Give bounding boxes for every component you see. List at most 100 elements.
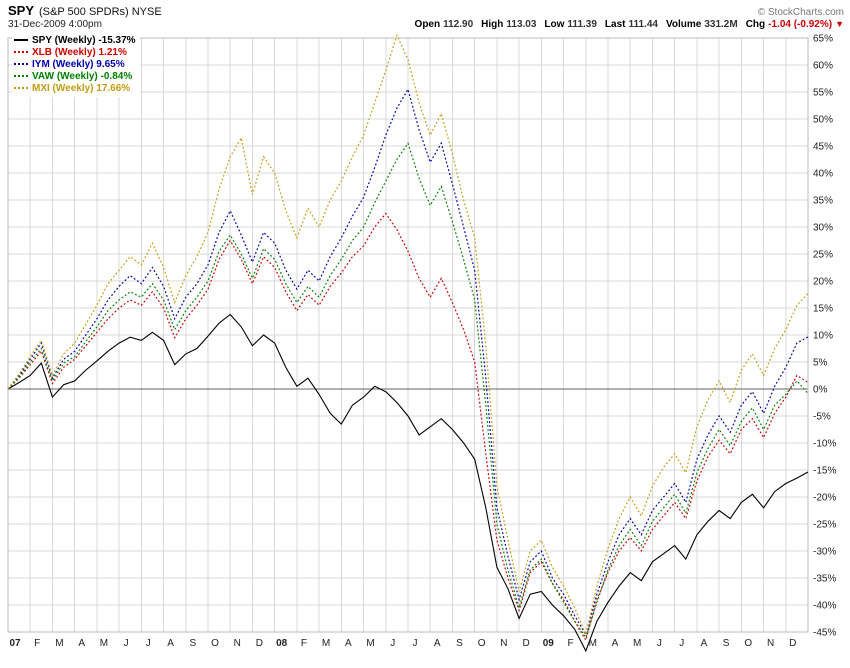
x-axis-label: D (522, 638, 529, 649)
series-line-vaw (7, 141, 809, 639)
legend-item-vaw: VAW (Weekly) -0.84% (14, 71, 136, 83)
quote-label: Low (544, 19, 565, 30)
quote-value: 113.03 (506, 19, 537, 30)
legend-line-sample-icon (14, 39, 28, 42)
x-axis-label: D (789, 638, 796, 649)
y-axis-label: -25% (813, 520, 836, 531)
y-axis-label: 55% (813, 88, 833, 99)
datetime: 31-Dec-2009 4:00pm (8, 19, 102, 30)
legend-label: IYM (Weekly) 9.65% (32, 59, 125, 70)
y-axis-label: -15% (813, 466, 836, 477)
y-axis-label: -40% (813, 601, 836, 612)
x-axis-label: S (189, 638, 196, 649)
chart-header: SPY (S&P 500 SPDRs) NYSE © StockCharts.c… (0, 0, 850, 30)
x-axis-label: S (723, 638, 730, 649)
y-axis-label: -30% (813, 547, 836, 558)
x-axis-label: J (413, 638, 418, 649)
y-axis-label: -45% (813, 628, 836, 639)
quote-label: Volume (665, 19, 702, 30)
quote-label: Chg (745, 19, 766, 30)
quote-value: 112.90 (443, 19, 474, 30)
y-axis-label: 30% (813, 223, 833, 234)
legend-line-sample-icon (14, 63, 28, 66)
x-axis-label: A (167, 638, 174, 649)
y-axis-label: -5% (813, 412, 831, 423)
y-axis-label: 65% (813, 34, 833, 45)
x-axis-label: A (612, 638, 619, 649)
x-axis-label: J (679, 638, 684, 649)
quote-label: Last (604, 19, 626, 30)
y-axis-label: -10% (813, 439, 836, 450)
copyright: © StockCharts.com (757, 7, 844, 18)
x-axis-label: J (124, 638, 129, 649)
series-line-xlb (7, 212, 809, 642)
title-row: SPY (S&P 500 SPDRs) NYSE © StockCharts.c… (0, 0, 850, 18)
x-axis-label: A (434, 638, 441, 649)
legend-item-iym: IYM (Weekly) 9.65% (14, 59, 136, 71)
legend-item-spy: SPY (Weekly) -15.37% (14, 35, 136, 47)
x-axis-label: J (390, 638, 395, 649)
x-axis-label: M (55, 638, 63, 649)
y-axis-label: 40% (813, 169, 833, 180)
x-axis-label: O (744, 638, 752, 649)
symbol-name: (S&P 500 SPDRs) NYSE (39, 6, 162, 18)
legend-item-mxi: MXI (Weekly) 17.66% (14, 83, 136, 95)
y-axis-label: 20% (813, 277, 833, 288)
series-line-mxi (7, 33, 809, 637)
y-axis-label: -20% (813, 493, 836, 504)
y-axis-label: 10% (813, 331, 833, 342)
x-axis-label: 09 (543, 638, 555, 649)
legend-label: VAW (Weekly) -0.84% (32, 71, 133, 82)
x-axis-label: A (78, 638, 85, 649)
quote-value: -1.04 (-0.92%) (768, 19, 833, 30)
series-line-iym (7, 87, 809, 637)
series-line-spy (7, 313, 809, 653)
y-axis-label: 0% (813, 385, 828, 396)
x-axis-label: O (478, 638, 486, 649)
y-axis-label: 15% (813, 304, 833, 315)
legend-item-xlb: XLB (Weekly) 1.21% (14, 47, 136, 59)
x-axis-label: M (100, 638, 108, 649)
performance-chart: 65% 60% 55% 50% 45% 40% 35% 30% 25% 20% 15% 10% 5% 0%… (7, 33, 836, 653)
x-axis-label: 08 (276, 638, 288, 649)
x-axis-label: M (366, 638, 374, 649)
y-axis-label: 5% (813, 358, 828, 369)
x-axis-label: J (657, 638, 662, 649)
quote-label: High (481, 19, 504, 30)
x-axis-label: F (568, 638, 574, 649)
y-axis-label: 45% (813, 142, 833, 153)
legend: SPY (Weekly) -15.37% XLB (Weekly) 1.21% IY… (12, 34, 140, 97)
legend-line-sample-icon (14, 51, 28, 54)
quote-value: 331.2M (704, 19, 738, 30)
legend-label: MXI (Weekly) 17.66% (32, 83, 131, 94)
x-axis-label: A (701, 638, 708, 649)
x-axis-label: A (345, 638, 352, 649)
x-axis-label: N (234, 638, 241, 649)
x-axis-label: F (34, 638, 40, 649)
symbol: SPY (8, 3, 35, 18)
legend-line-sample-icon (14, 75, 28, 78)
x-axis-label: N (767, 638, 774, 649)
y-axis-label: -35% (813, 574, 836, 585)
legend-label: SPY (Weekly) -15.37% (32, 35, 136, 46)
x-axis-label: M (322, 638, 330, 649)
x-axis-label: N (500, 638, 507, 649)
quote-value: 111.44 (628, 19, 658, 30)
legend-label: XLB (Weekly) 1.21% (32, 47, 127, 58)
legend-line-sample-icon (14, 87, 28, 90)
x-axis-label: O (211, 638, 219, 649)
quote-value: 111.39 (567, 19, 597, 30)
y-axis-label: 50% (813, 115, 833, 126)
y-axis-label: 60% (813, 61, 833, 72)
x-axis-label: M (589, 638, 597, 649)
quote-row: 31-Dec-2009 4:00pm Open 112.90 High 113.03 L… (0, 18, 850, 30)
x-axis-label: D (256, 638, 263, 649)
quote-strip: Open 112.90 High 113.03 Low 111.39 Last 111.44 V… (407, 19, 844, 30)
chart-area: 65% 60% 55% 50% 45% 40% 35% 30% 25% 20% 15% 10% 5% 0%… (0, 30, 850, 668)
x-axis-label: 07 (9, 638, 21, 649)
quote-label: Open (414, 19, 441, 30)
x-axis-label: F (301, 638, 307, 649)
y-axis-label: 25% (813, 250, 833, 261)
change-down-arrow-icon: ▼ (835, 19, 844, 29)
plot-border (7, 37, 809, 633)
